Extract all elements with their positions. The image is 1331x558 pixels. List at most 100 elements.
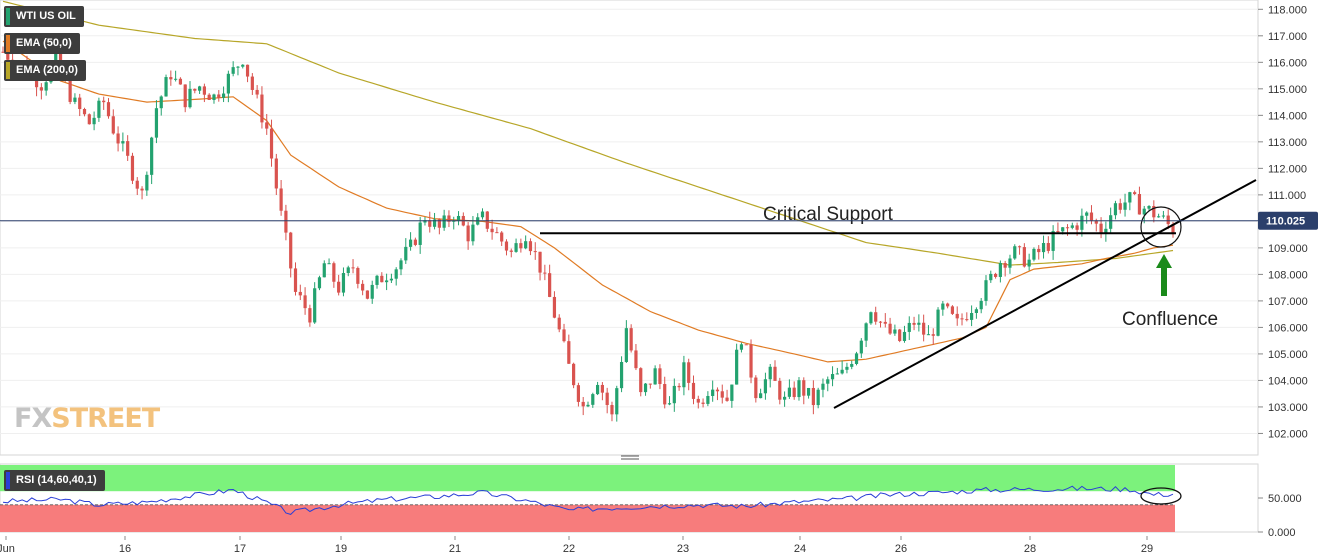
- candle-down[interactable]: [284, 210, 288, 233]
- candle-down[interactable]: [111, 116, 115, 134]
- candle-down[interactable]: [725, 397, 729, 401]
- candle-down[interactable]: [78, 97, 82, 110]
- candle-down[interactable]: [361, 283, 365, 291]
- candle-down[interactable]: [509, 250, 513, 252]
- candle-down[interactable]: [811, 387, 815, 406]
- candle-down[interactable]: [1133, 192, 1137, 195]
- candle-up[interactable]: [706, 395, 710, 404]
- legend-symbol[interactable]: WTI US OIL: [4, 6, 84, 27]
- candle-up[interactable]: [1109, 215, 1113, 229]
- candle-down[interactable]: [1075, 225, 1079, 230]
- candle-down[interactable]: [581, 401, 585, 407]
- candle-down[interactable]: [1037, 248, 1041, 253]
- candle-up[interactable]: [830, 374, 835, 380]
- candle-down[interactable]: [773, 366, 777, 381]
- candle-down[interactable]: [217, 94, 221, 98]
- y-axis-rsi[interactable]: 50.000 0.000: [1258, 493, 1302, 539]
- candle-down[interactable]: [279, 188, 283, 211]
- candle-down[interactable]: [519, 243, 523, 249]
- candle-down[interactable]: [337, 281, 341, 293]
- candle-up[interactable]: [782, 396, 787, 400]
- candle-down[interactable]: [701, 402, 705, 404]
- candle-up[interactable]: [1032, 248, 1036, 260]
- candle-down[interactable]: [878, 321, 883, 323]
- candle-down[interactable]: [289, 232, 293, 269]
- candle-down[interactable]: [303, 295, 307, 309]
- candle-down[interactable]: [1017, 246, 1022, 248]
- candle-down[interactable]: [495, 232, 499, 234]
- candle-up[interactable]: [1123, 202, 1127, 210]
- candle-up[interactable]: [423, 220, 427, 223]
- candle-up[interactable]: [394, 269, 398, 279]
- candle-down[interactable]: [1065, 227, 1070, 229]
- candle-up[interactable]: [845, 366, 849, 370]
- candle-down[interactable]: [931, 334, 935, 336]
- candle-down[interactable]: [1003, 263, 1007, 268]
- candle-up[interactable]: [385, 280, 389, 283]
- candle-up[interactable]: [221, 93, 226, 98]
- candle-up[interactable]: [615, 388, 619, 415]
- candle-down[interactable]: [485, 211, 489, 229]
- candle-up[interactable]: [341, 273, 346, 293]
- candle-up[interactable]: [854, 353, 859, 364]
- candle-up[interactable]: [97, 100, 101, 118]
- candle-up[interactable]: [850, 363, 854, 367]
- candle-up[interactable]: [735, 349, 739, 385]
- candle-down[interactable]: [1099, 223, 1103, 234]
- candle-up[interactable]: [989, 273, 993, 281]
- candle-up[interactable]: [643, 383, 648, 393]
- candle-up[interactable]: [1013, 246, 1017, 259]
- candle-up[interactable]: [586, 404, 590, 407]
- candle-up[interactable]: [859, 340, 863, 354]
- candle-up[interactable]: [164, 77, 168, 97]
- candle-down[interactable]: [557, 317, 561, 330]
- candle-down[interactable]: [1, 51, 5, 53]
- candle-up[interactable]: [212, 94, 216, 100]
- candle-down[interactable]: [720, 391, 724, 398]
- candle-down[interactable]: [202, 86, 206, 95]
- candle-down[interactable]: [293, 268, 298, 292]
- candle-up[interactable]: [907, 322, 911, 332]
- candle-down[interactable]: [1089, 212, 1094, 221]
- candle-up[interactable]: [313, 288, 317, 323]
- candle-down[interactable]: [265, 122, 269, 129]
- candle-down[interactable]: [1022, 247, 1026, 267]
- candle-up[interactable]: [806, 387, 811, 396]
- candle-down[interactable]: [715, 389, 720, 392]
- candle-down[interactable]: [691, 382, 696, 399]
- candle-down[interactable]: [572, 363, 576, 386]
- candle-down[interactable]: [802, 380, 806, 396]
- candle-up[interactable]: [797, 380, 801, 398]
- candle-up[interactable]: [787, 387, 791, 397]
- candle-up[interactable]: [821, 383, 825, 390]
- candle-down[interactable]: [1118, 203, 1122, 210]
- candle-up[interactable]: [864, 323, 868, 341]
- candle-down[interactable]: [183, 84, 187, 108]
- candle-up[interactable]: [730, 384, 734, 401]
- candle-up[interactable]: [1061, 227, 1065, 232]
- candle-up[interactable]: [480, 211, 485, 218]
- candle-up[interactable]: [917, 322, 921, 325]
- candle-down[interactable]: [696, 398, 700, 403]
- candle-down[interactable]: [610, 405, 614, 415]
- pane-splitter-handle[interactable]: [621, 455, 639, 460]
- candle-up[interactable]: [998, 263, 1002, 277]
- candle-down[interactable]: [946, 303, 950, 307]
- candle-up[interactable]: [1070, 225, 1074, 228]
- candle-up[interactable]: [974, 309, 979, 314]
- candle-down[interactable]: [922, 322, 926, 335]
- candle-down[interactable]: [1056, 231, 1060, 233]
- candle-down[interactable]: [912, 322, 916, 325]
- candle-up[interactable]: [653, 368, 657, 385]
- candle-down[interactable]: [351, 267, 355, 269]
- candle-down[interactable]: [538, 251, 542, 273]
- candle-down[interactable]: [504, 241, 509, 251]
- candle-up[interactable]: [514, 243, 518, 252]
- candle-down[interactable]: [106, 102, 111, 117]
- candle-up[interactable]: [667, 403, 672, 405]
- candle-up[interactable]: [197, 86, 202, 91]
- candle-down[interactable]: [639, 368, 643, 393]
- candle-down[interactable]: [600, 384, 604, 393]
- candle-down[interactable]: [567, 341, 571, 364]
- candle-up[interactable]: [231, 67, 235, 74]
